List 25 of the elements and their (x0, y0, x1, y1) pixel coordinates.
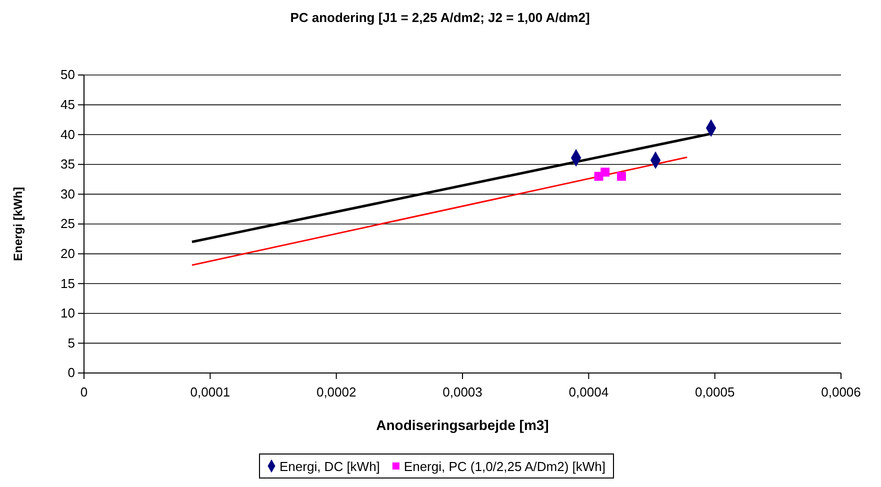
point (600, 168, 610, 177)
x-tick-label: 0,0006 (821, 384, 861, 400)
y-tick-label: 50 (60, 67, 75, 82)
x-tick-label: 0,0001 (190, 384, 230, 400)
x-tick-label: 0,0005 (694, 384, 735, 400)
chart-title: PC anodering [J1 = 2,25 A/dm2; J2 = 1,00 A/dm2] (290, 10, 590, 25)
x-tick-label: 0 (80, 384, 88, 400)
y-tick-label: 5 (68, 335, 75, 350)
y-tick-label: 35 (60, 156, 75, 172)
y-tick-label: 30 (60, 186, 75, 202)
y-tick-label: 15 (60, 276, 75, 291)
y-tick-label: 40 (60, 126, 75, 142)
y-tick-label: 0 (68, 365, 75, 380)
legend-label: Energi, DC [kWh] (280, 459, 380, 474)
y-axis-title: Energi [kWh] (11, 187, 25, 261)
x-axis-title: Anodiseringsarbejde [m3] (376, 417, 549, 433)
y-tick-label: 20 (60, 246, 75, 261)
legend-label: Energi, PC (1,0/2,25 A/Dm2) [kWh] (404, 459, 606, 474)
x-tick-label: 0,0004 (568, 384, 609, 400)
y-tick-label: 45 (60, 96, 75, 112)
x-tick-label: 0,0002 (316, 384, 356, 400)
y-tick-label: 25 (60, 216, 75, 232)
y-tick-label: 10 (60, 306, 75, 321)
point (617, 172, 626, 181)
x-tick-label: 0,0003 (442, 384, 482, 400)
